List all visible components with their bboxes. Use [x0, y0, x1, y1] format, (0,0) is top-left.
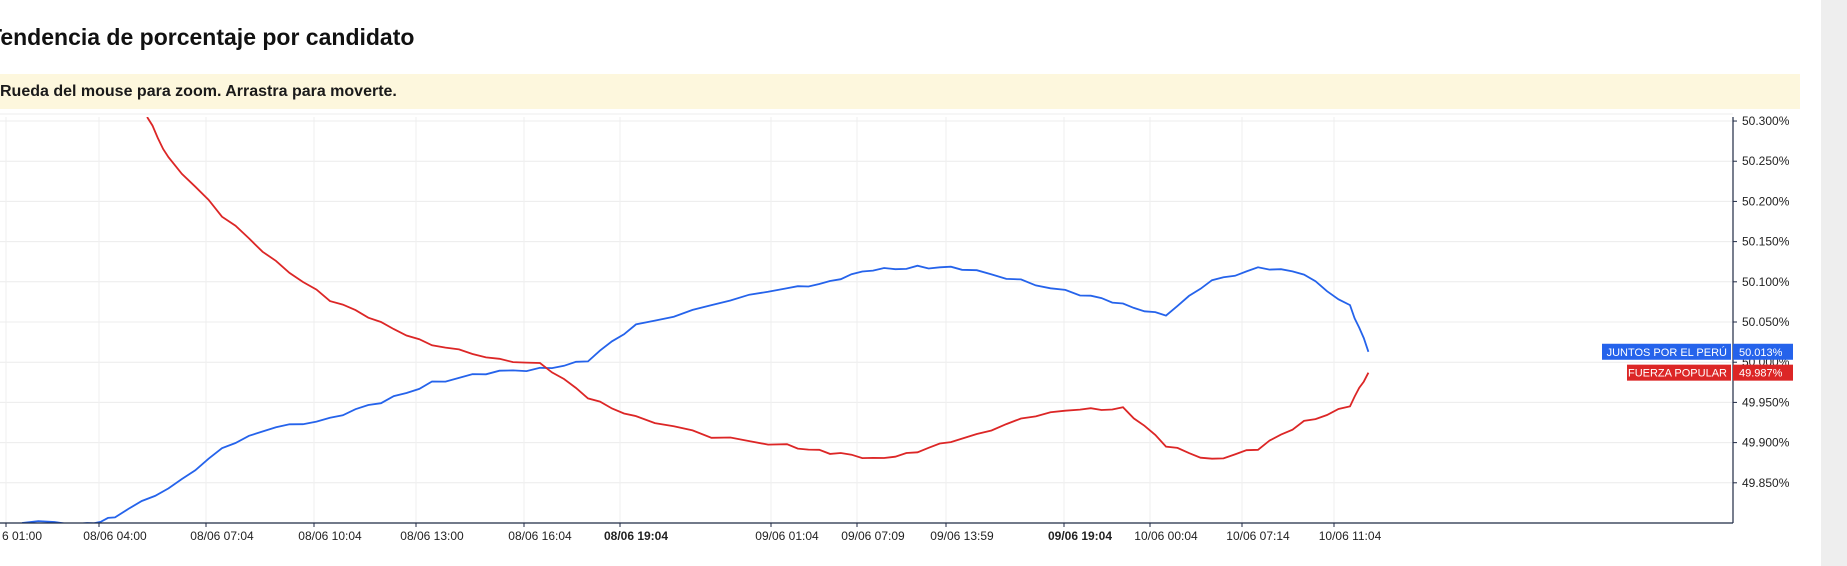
y-tick-label: 50.300%: [1742, 114, 1790, 128]
x-tick-label: 6 01:00: [2, 529, 42, 543]
y-tick-label: 49.900%: [1742, 436, 1790, 450]
percentage-trend-chart[interactable]: 50.300% 50.250% 50.200% 50.150% 50.100% 50.05…: [0, 110, 1800, 554]
x-tick-layer: 6 01:00 08/06 04:00 08/06 07:04 08/06 10:04…: [2, 523, 1382, 543]
page-title: Tendencia de porcentaje por candidato: [0, 24, 415, 50]
series-name-badge: FUERZA POPULAR: [1627, 364, 1731, 381]
zoom-hint-banner: Rueda del mouse para zoom. Arrastra para…: [0, 74, 1800, 109]
x-tick-label: 08/06 19:04: [604, 529, 668, 543]
x-tick-label: 09/06 19:04: [1048, 529, 1112, 543]
x-tick-label: 08/06 13:00: [400, 529, 464, 543]
x-tick-label: 08/06 10:04: [298, 529, 362, 543]
y-tick-label: 50.200%: [1742, 194, 1790, 208]
series-line-juntos-por-el-peru: [21, 264, 1370, 523]
series-name-badge: JUNTOS POR EL PERÚ: [1602, 343, 1731, 360]
x-tick-label: 08/06 07:04: [190, 529, 254, 543]
grid: [0, 113, 1733, 524]
series-line-fuerza-popular: [146, 117, 1370, 460]
svg-text:50.013%: 50.013%: [1739, 347, 1783, 359]
x-tick-label: 09/06 13:59: [930, 529, 994, 543]
chart-right-margin: [1800, 0, 1821, 566]
x-tick-label: 08/06 04:00: [83, 529, 147, 543]
series-value-badge: 49.987%: [1733, 364, 1793, 381]
y-tick-label: 50.050%: [1742, 315, 1790, 329]
y-tick-label: 50.250%: [1742, 154, 1790, 168]
svg-text:JUNTOS POR EL PERÚ: JUNTOS POR EL PERÚ: [1607, 346, 1727, 359]
page-scrollbar[interactable]: [1821, 0, 1847, 566]
badge-layer: JUNTOS POR EL PERÚ 50.013% FUERZA POPULAR 4…: [1602, 343, 1793, 381]
x-tick-label: 10/06 11:04: [1319, 529, 1382, 543]
x-tick-label: 10/06 00:04: [1134, 529, 1198, 543]
y-tick-label: 50.100%: [1742, 275, 1790, 289]
x-tick-label: 09/06 07:09: [841, 529, 905, 543]
y-tick-layer: 50.300% 50.250% 50.200% 50.150% 50.100% 50.05…: [1733, 114, 1790, 490]
svg-text:49.987%: 49.987%: [1739, 368, 1783, 380]
x-tick-label: 08/06 16:04: [508, 529, 572, 543]
series-value-badge: 50.013%: [1733, 343, 1793, 360]
x-tick-label: 09/06 01:04: [755, 529, 819, 543]
svg-text:FUERZA POPULAR: FUERZA POPULAR: [1628, 368, 1727, 380]
y-tick-label: 49.950%: [1742, 395, 1790, 409]
x-tick-label: 10/06 07:14: [1226, 529, 1290, 543]
y-tick-label: 50.150%: [1742, 235, 1790, 249]
y-tick-label: 49.850%: [1742, 476, 1790, 490]
series-layer: [21, 117, 1370, 523]
